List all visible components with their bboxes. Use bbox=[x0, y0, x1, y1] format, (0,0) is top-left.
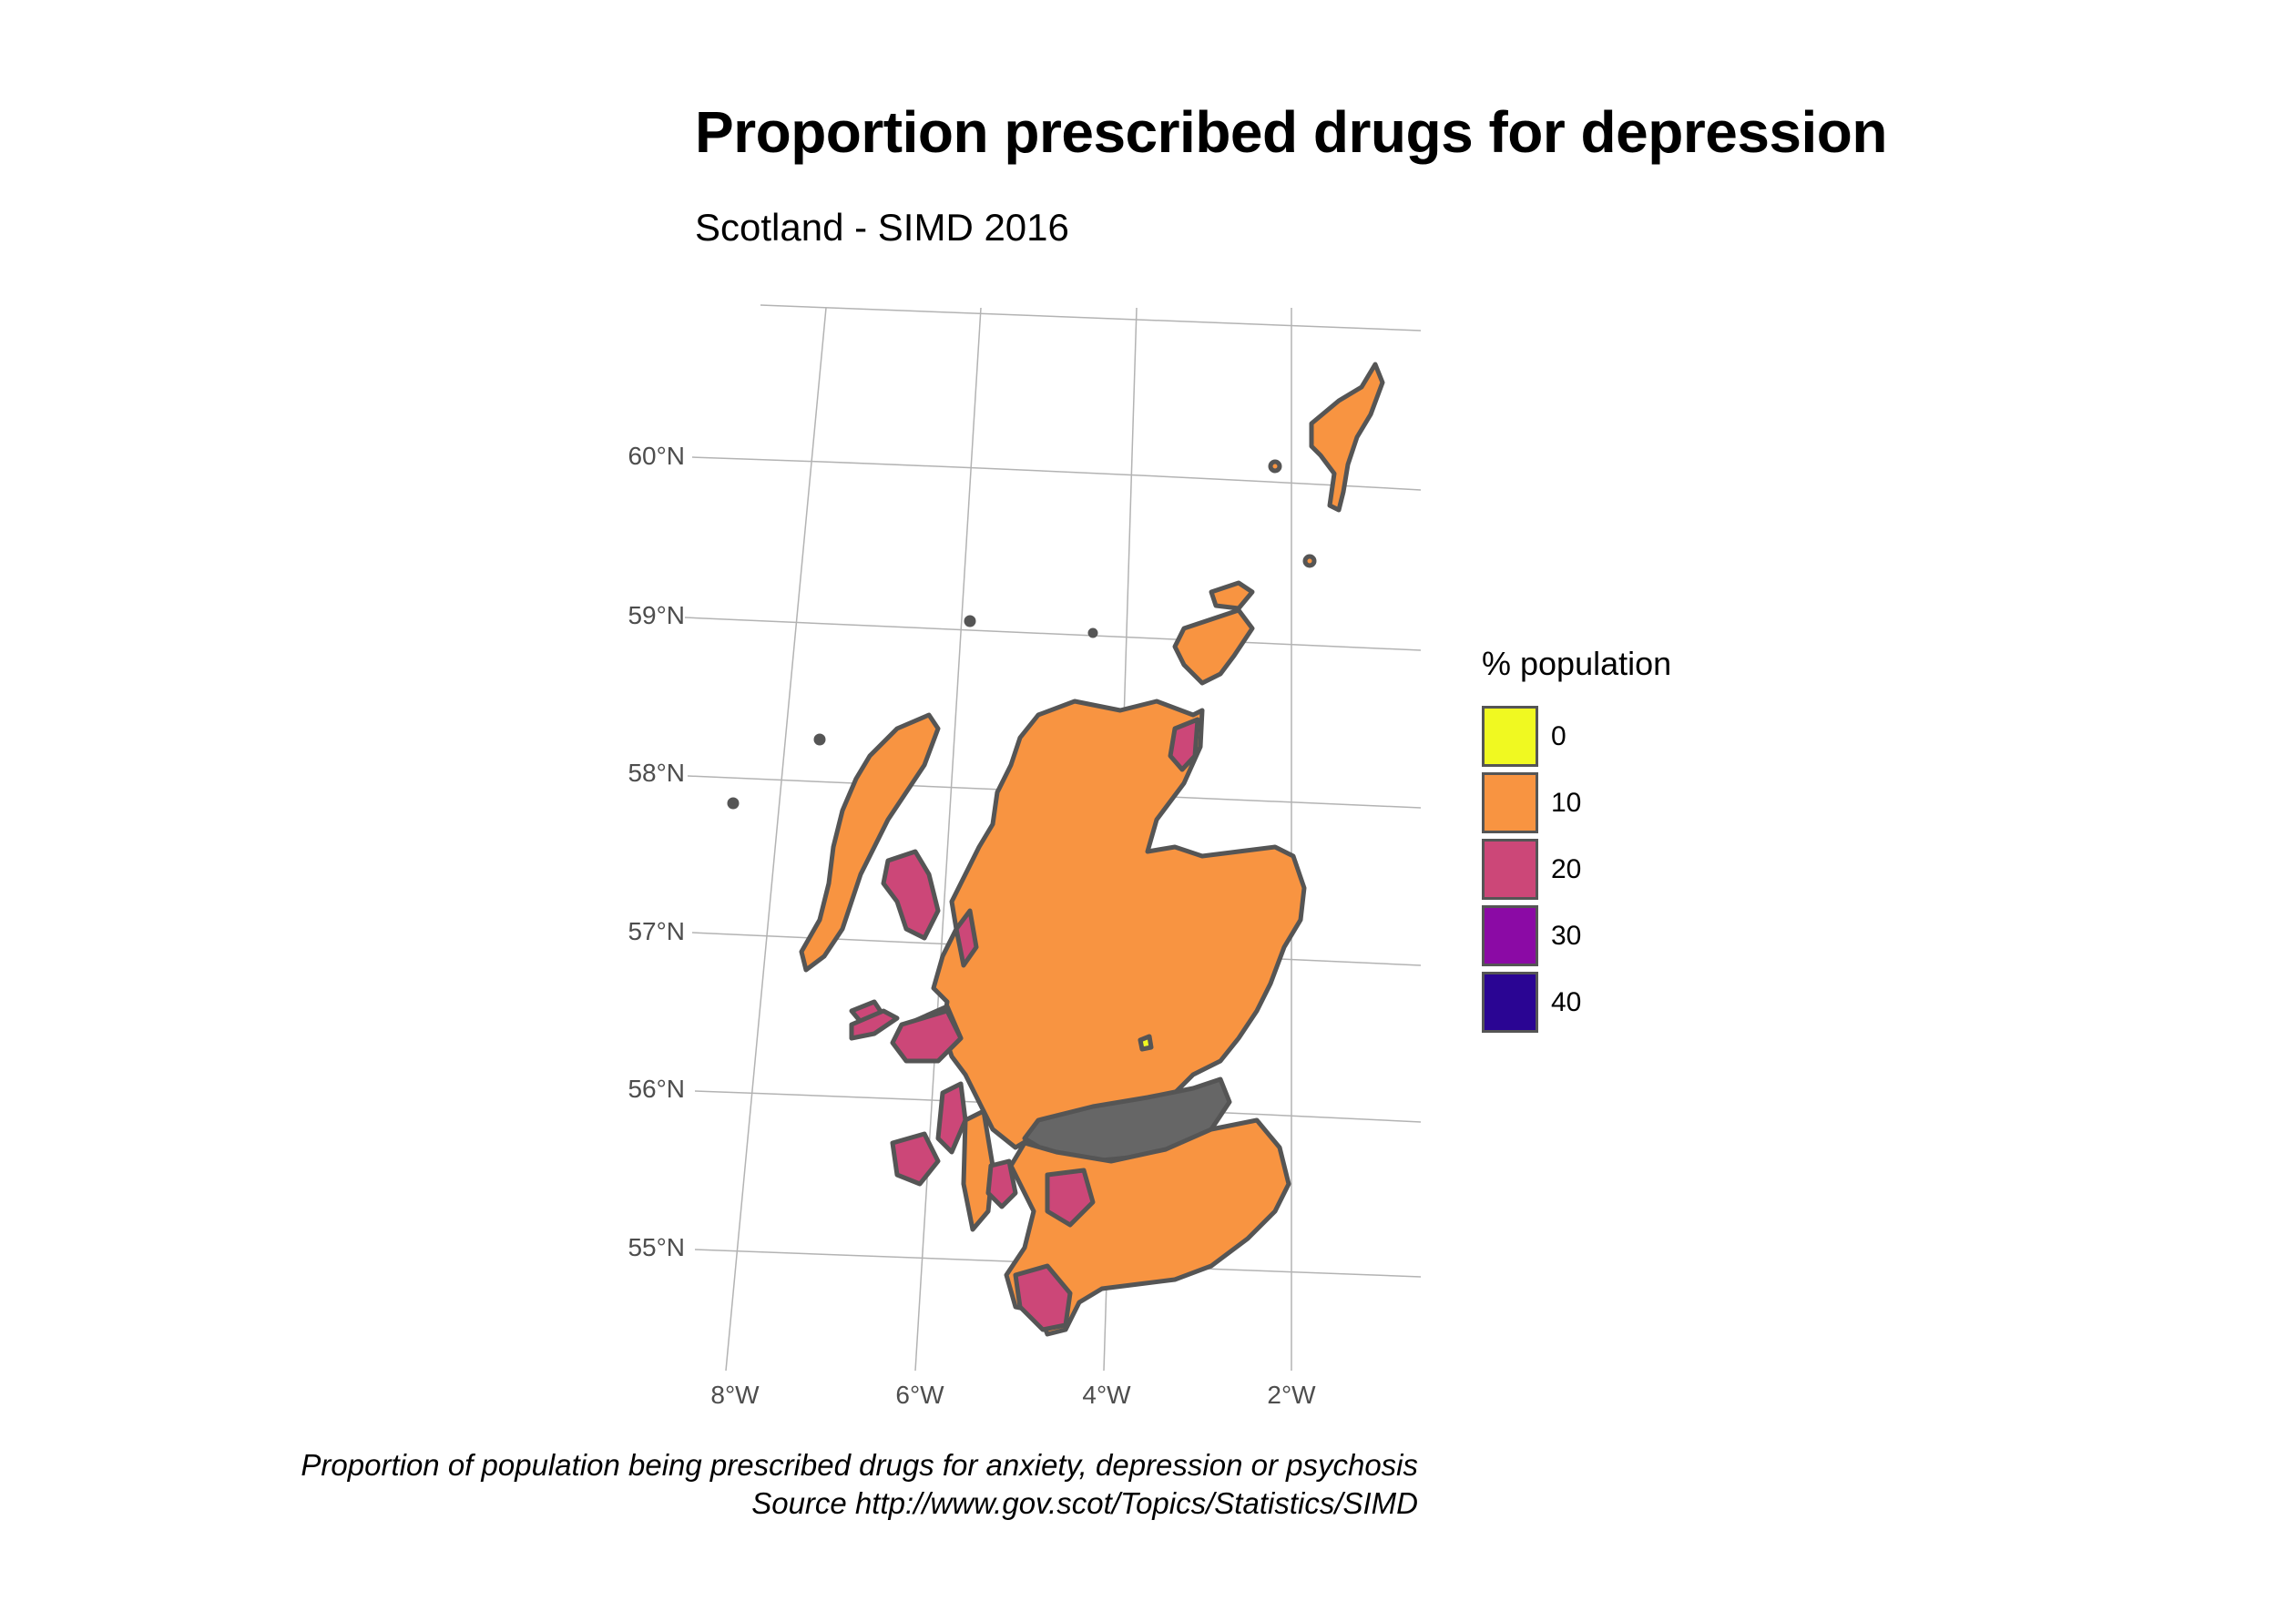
mull bbox=[890, 1008, 964, 1064]
legend-label: 20 bbox=[1551, 853, 1582, 884]
gridline-lon-8 bbox=[725, 307, 827, 1372]
lat-label-58: 58°N bbox=[628, 759, 685, 787]
lat-label-57: 57°N bbox=[628, 917, 685, 945]
landmass bbox=[727, 362, 1385, 1337]
legend-swatch-0 bbox=[1482, 706, 1538, 767]
lon-label-2w: 2°W bbox=[1267, 1381, 1316, 1409]
orkney bbox=[1172, 607, 1255, 686]
legend-swatch-10 bbox=[1482, 772, 1538, 833]
map-subtitle: Scotland - SIMD 2016 bbox=[695, 206, 1069, 249]
sula-sgeir bbox=[1087, 627, 1098, 638]
shetland bbox=[1309, 362, 1385, 513]
legend-label: 10 bbox=[1551, 787, 1582, 818]
orkney-north bbox=[1209, 580, 1255, 611]
fair-isle bbox=[1302, 554, 1317, 568]
legend: % population 0 10 20 30 40 bbox=[1482, 645, 1671, 1035]
low-area bbox=[1138, 1034, 1154, 1052]
legend-item: 40 bbox=[1482, 969, 1671, 1035]
legend-item: 20 bbox=[1482, 836, 1671, 903]
gridline-lat-60 bbox=[691, 456, 1422, 491]
legend-label: 0 bbox=[1551, 720, 1566, 751]
gridline-lat-59 bbox=[684, 617, 1422, 651]
legend-item: 30 bbox=[1482, 903, 1671, 969]
jura bbox=[935, 1081, 968, 1155]
rona bbox=[964, 615, 976, 627]
coll-tiree bbox=[849, 1008, 900, 1041]
legend-label: 40 bbox=[1551, 986, 1582, 1017]
gridline-top bbox=[760, 304, 1422, 332]
outer-hebrides bbox=[799, 712, 941, 973]
skye bbox=[881, 849, 941, 941]
lon-label-8w: 8°W bbox=[710, 1381, 760, 1409]
lat-label-59: 59°N bbox=[628, 601, 685, 629]
map-title: Proportion prescribed drugs for depressi… bbox=[695, 99, 1887, 165]
caithness-patch bbox=[1168, 717, 1200, 772]
west-patch bbox=[954, 908, 979, 968]
galloway-patch bbox=[1013, 1263, 1073, 1332]
legend-item: 0 bbox=[1482, 703, 1671, 770]
foula bbox=[1268, 459, 1282, 474]
legend-swatch-20 bbox=[1482, 839, 1538, 900]
ayrshire-patch bbox=[1045, 1168, 1096, 1228]
gridline-lon-6 bbox=[914, 307, 982, 1372]
small-isle bbox=[813, 733, 826, 746]
legend-label: 30 bbox=[1551, 920, 1582, 951]
st-kilda bbox=[727, 797, 740, 810]
arran bbox=[985, 1158, 1018, 1209]
legend-swatch-40 bbox=[1482, 972, 1538, 1033]
legend-title: % population bbox=[1482, 645, 1672, 682]
caption-source: Source http://www.gov.scot/Topics/Statis… bbox=[751, 1486, 1418, 1520]
lon-label-4w: 4°W bbox=[1082, 1381, 1131, 1409]
kintyre bbox=[961, 1108, 995, 1232]
legend-item: 10 bbox=[1482, 770, 1671, 836]
mainland-highlands bbox=[931, 699, 1307, 1150]
lon-label-6w: 6°W bbox=[895, 1381, 944, 1409]
islay bbox=[890, 1131, 941, 1187]
lat-label-55: 55°N bbox=[628, 1233, 685, 1261]
legend-swatch-30 bbox=[1482, 905, 1538, 966]
lat-label-56: 56°N bbox=[628, 1075, 685, 1103]
caption-description: Proportion of population being prescribe… bbox=[301, 1448, 1418, 1482]
lat-label-60: 60°N bbox=[628, 442, 685, 470]
